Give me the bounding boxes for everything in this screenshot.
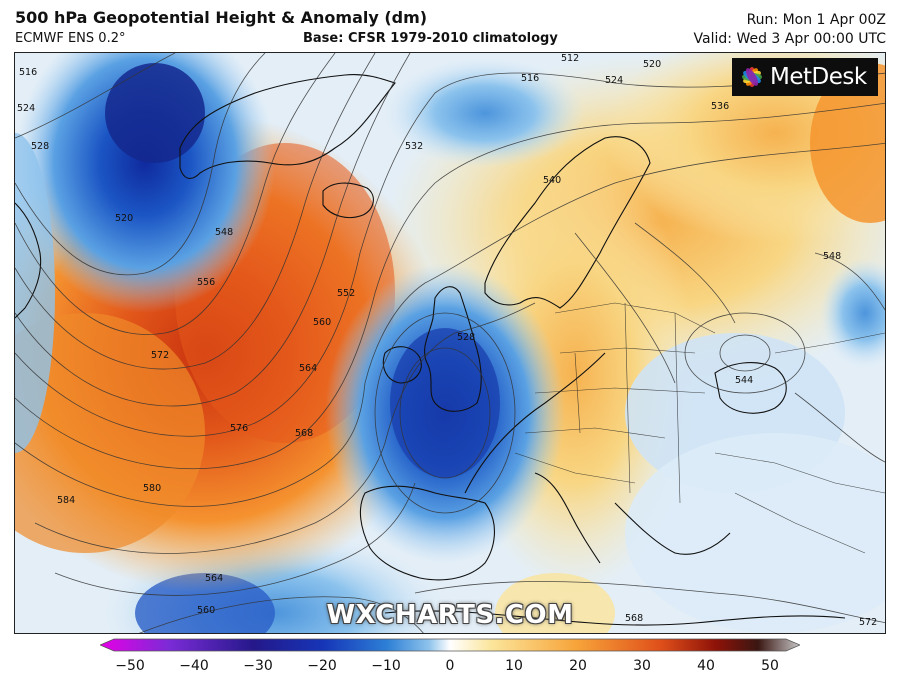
contour-label: 516 bbox=[19, 67, 37, 78]
contour-label-group: 516 524 528 520 548 556 560 552 572 564 … bbox=[17, 53, 877, 628]
anomaly-map[interactable]: 516 524 528 520 548 556 560 552 572 564 … bbox=[14, 52, 886, 634]
contour-label: 548 bbox=[215, 227, 233, 238]
contour-label: 584 bbox=[57, 495, 75, 506]
colorbar-tick-label: −30 bbox=[243, 658, 273, 674]
contour-label: 532 bbox=[405, 141, 423, 152]
country-borders bbox=[514, 302, 885, 554]
colorbar-tick-label: 0 bbox=[445, 658, 455, 674]
colorbar-tick-label: 20 bbox=[569, 658, 587, 674]
colorbar-tick-label: 50 bbox=[761, 658, 779, 674]
metdesk-logo: MetDesk bbox=[732, 58, 878, 96]
contour-label: 540 bbox=[543, 175, 561, 186]
iceland-coast bbox=[322, 182, 374, 219]
valid-time-label: Valid: Wed 3 Apr 00:00 UTC bbox=[693, 31, 886, 47]
contour-label: 560 bbox=[313, 317, 331, 328]
contour-label: 564 bbox=[299, 363, 317, 374]
contour-label: 572 bbox=[151, 350, 169, 361]
contour-label: 544 bbox=[735, 375, 753, 386]
contour-label: 520 bbox=[643, 59, 661, 70]
contour-label: 524 bbox=[605, 75, 623, 86]
contour-label: 576 bbox=[230, 423, 248, 434]
anomaly-shading bbox=[15, 53, 885, 633]
climatology-base-label: Base: CFSR 1979-2010 climatology bbox=[303, 31, 558, 46]
colorbar-legend: −50 −40 −30 −20 −10 0 10 20 30 40 50 bbox=[98, 638, 802, 689]
contour-label: 528 bbox=[31, 141, 49, 152]
contour-label: 512 bbox=[561, 53, 579, 64]
contour-label: 580 bbox=[143, 483, 161, 494]
coastlines bbox=[15, 74, 846, 626]
contour-label: 564 bbox=[205, 573, 223, 584]
map-canvas: 516 524 528 520 548 556 560 552 572 564 … bbox=[15, 53, 885, 633]
contour-label: 568 bbox=[295, 428, 313, 439]
contour-label: 528 bbox=[457, 332, 475, 343]
caspian-area-coast bbox=[714, 362, 787, 414]
colorbar-tick-label: −10 bbox=[371, 658, 401, 674]
colorbar-scale bbox=[98, 638, 802, 652]
contour-label: 536 bbox=[711, 101, 729, 112]
colorbar-tick-label: 40 bbox=[697, 658, 715, 674]
contour-label: 552 bbox=[337, 288, 355, 299]
metdesk-flower-icon bbox=[742, 67, 762, 87]
watermark: WXCHARTS.COM bbox=[326, 600, 574, 630]
greenland-coast bbox=[179, 74, 396, 179]
contour-label: 560 bbox=[197, 605, 215, 616]
iberia-coast bbox=[359, 485, 496, 581]
colorbar-tick-label: −40 bbox=[179, 658, 209, 674]
logo-text: MetDesk bbox=[770, 64, 867, 90]
britain-coast bbox=[424, 286, 482, 412]
colorbar-tick-label: −50 bbox=[115, 658, 145, 674]
europe-coast bbox=[464, 352, 606, 494]
contour-label: 516 bbox=[521, 73, 539, 84]
ireland-coast bbox=[382, 346, 422, 384]
height-contours bbox=[15, 53, 885, 633]
run-time-label: Run: Mon 1 Apr 00Z bbox=[746, 12, 886, 28]
model-label: ECMWF ENS 0.2° bbox=[15, 31, 126, 46]
contour-label: 556 bbox=[197, 277, 215, 288]
scandinavia-coast bbox=[484, 136, 651, 309]
contour-label: 524 bbox=[17, 103, 35, 114]
contour-label: 568 bbox=[625, 613, 643, 624]
colorbar-tick-label: −20 bbox=[307, 658, 337, 674]
chart-title: 500 hPa Geopotential Height & Anomaly (d… bbox=[15, 8, 428, 27]
colorbar-tick-label: 30 bbox=[633, 658, 651, 674]
contour-label: 548 bbox=[823, 251, 841, 262]
colorbar-gradient bbox=[98, 638, 802, 652]
canada-coast bbox=[15, 202, 42, 319]
contour-label: 572 bbox=[859, 617, 877, 628]
africa-coast bbox=[384, 610, 846, 626]
colorbar-tick-label: 10 bbox=[505, 658, 523, 674]
italy-coast bbox=[534, 472, 601, 564]
contour-label: 520 bbox=[115, 213, 133, 224]
balkans-coast bbox=[614, 502, 731, 555]
